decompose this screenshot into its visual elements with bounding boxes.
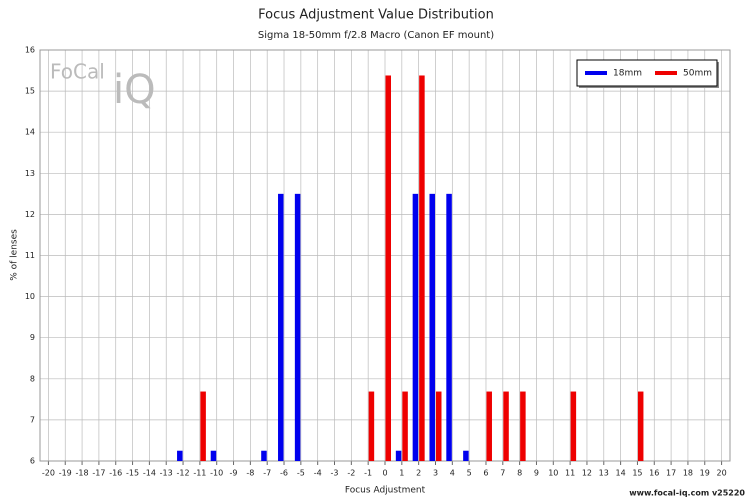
x-tick-label: -8: [246, 469, 254, 478]
bar: [520, 391, 526, 461]
x-tick-label: 13: [599, 469, 609, 478]
x-tick-label: -12: [177, 469, 190, 478]
x-tick-label: 12: [582, 469, 592, 478]
x-tick-label: -5: [297, 469, 305, 478]
x-tick-label: 9: [534, 469, 539, 478]
x-tick-label: 6: [483, 469, 488, 478]
x-tick-label: -1: [364, 469, 372, 478]
x-tick-label: -2: [347, 469, 355, 478]
legend-label: 18mm: [613, 69, 642, 79]
legend-label: 50mm: [683, 69, 712, 79]
y-axis-label: % of lenses: [10, 229, 20, 281]
x-tick-label: -19: [59, 469, 72, 478]
x-tick-label: 15: [632, 469, 642, 478]
x-tick-label: 5: [467, 469, 472, 478]
y-tick-label: 7: [30, 415, 35, 424]
bar: [261, 450, 267, 461]
y-tick-label: 16: [25, 46, 35, 55]
x-tick-label: 0: [382, 469, 387, 478]
bar: [419, 75, 425, 462]
bar: [402, 391, 408, 461]
plot-frame: [39, 49, 731, 462]
y-tick-label: 14: [25, 128, 35, 137]
x-tick-label: 1: [399, 469, 404, 478]
x-tick-label: -7: [263, 469, 271, 478]
y-tick-label: 11: [25, 251, 35, 260]
bar: [570, 391, 577, 461]
x-tick-label: -15: [126, 469, 139, 478]
bar: [637, 391, 644, 461]
x-tick-label: 14: [616, 469, 626, 478]
x-tick-label: -13: [160, 469, 173, 478]
y-tick-label: 15: [25, 87, 35, 96]
x-tick-label: -9: [230, 469, 238, 478]
x-tick-label: 11: [565, 469, 575, 478]
y-tick-label: 8: [30, 374, 35, 383]
x-tick-label: -11: [193, 469, 206, 478]
bar: [210, 450, 217, 461]
x-tick-label: -10: [210, 469, 223, 478]
y-tick-label: 6: [30, 457, 35, 466]
footer: www.focal-iq.com v25220: [629, 489, 745, 498]
x-tick-label: -17: [92, 469, 105, 478]
x-tick-label: -20: [42, 469, 55, 478]
x-tick-label: -14: [143, 469, 156, 478]
x-tick-label: 8: [517, 469, 522, 478]
bar: [486, 391, 492, 461]
y-tick-label: 13: [25, 169, 35, 178]
bar: [503, 391, 509, 461]
bar: [385, 75, 391, 462]
y-tick-label: 9: [30, 333, 35, 342]
bar: [368, 391, 375, 461]
watermark-text: iQ: [113, 67, 156, 113]
x-tick-label: 18: [683, 469, 693, 478]
x-tick-label: 16: [649, 469, 659, 478]
bar: [435, 391, 442, 461]
bar: [177, 450, 183, 461]
bar: [463, 450, 469, 461]
x-tick-label: -18: [76, 469, 89, 478]
watermark-text: FoCal: [50, 60, 105, 84]
bar: [429, 193, 435, 461]
x-tick-label: 20: [716, 469, 726, 478]
x-tick-label: -3: [331, 469, 339, 478]
x-tick-label: 17: [666, 469, 676, 478]
x-axis-label: Focus Adjustment: [345, 486, 426, 496]
x-tick-label: 4: [450, 469, 455, 478]
y-tick-label: 10: [25, 292, 35, 301]
chart-title: Focus Adjustment Value Distribution: [258, 8, 494, 23]
x-tick-label: -6: [280, 469, 288, 478]
bar: [446, 193, 452, 461]
x-tick-label: 7: [500, 469, 505, 478]
bar: [200, 391, 206, 461]
x-tick-label: 2: [416, 469, 421, 478]
y-tick-label: 12: [25, 210, 35, 219]
bar: [278, 193, 284, 461]
bar: [412, 193, 419, 461]
x-tick-label: 19: [700, 469, 710, 478]
x-tick-label: 10: [548, 469, 558, 478]
x-tick-label: -4: [314, 469, 322, 478]
bar: [294, 193, 301, 461]
x-tick-label: -16: [109, 469, 122, 478]
bar: [395, 450, 402, 461]
chart-subtitle: Sigma 18-50mm f/2.8 Macro (Canon EF moun…: [258, 30, 494, 41]
x-tick-label: 3: [433, 469, 438, 478]
